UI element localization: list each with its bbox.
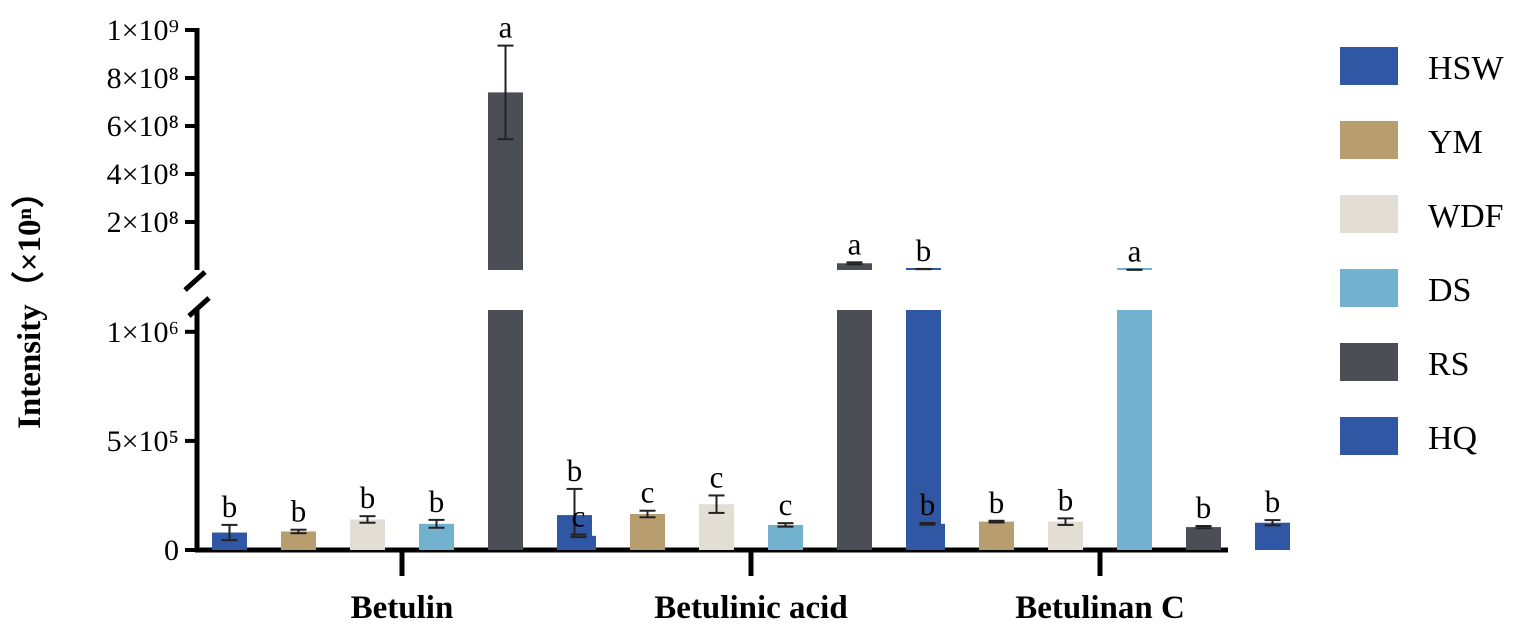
significance-letter: b [291, 494, 307, 529]
significance-letter: b [1265, 484, 1281, 519]
axis-break-mark [187, 296, 211, 318]
significance-letter: c [641, 475, 655, 510]
y-tick-label: 1×10⁹ [107, 14, 179, 47]
y-tick-label: 0 [164, 534, 179, 567]
significance-letter: a [848, 226, 862, 261]
significance-letter: b [1058, 482, 1074, 517]
legend: HSW YM WDF DS RS HQ [1340, 47, 1504, 457]
legend-item-ds: DS [1340, 269, 1471, 309]
legend-label: HSW [1428, 50, 1504, 87]
legend-label: DS [1428, 272, 1471, 309]
legend-item-wdf: WDF [1340, 195, 1504, 235]
bar-hsw [910, 523, 945, 550]
significance-letter: b [1196, 490, 1212, 525]
error-bar [1195, 525, 1212, 530]
y-tick-label: 4×10⁸ [107, 158, 179, 191]
error-bar [1264, 519, 1281, 527]
y-tick-label: 1×10⁶ [107, 316, 179, 349]
significance-letter: a [1128, 234, 1142, 269]
error-bar [570, 533, 587, 539]
legend-swatch [1340, 195, 1398, 233]
x-tick-label: Betulinic acid [654, 590, 847, 626]
legend-label: RS [1428, 346, 1470, 383]
significance-letter: b [989, 485, 1005, 520]
significance-letter: b [916, 233, 932, 268]
error-bar [639, 509, 656, 519]
bar-hq [1255, 522, 1290, 550]
significance-letter: b [567, 453, 583, 488]
bar-rs [488, 310, 523, 550]
error-bar [708, 494, 725, 514]
bar-rs [1186, 527, 1221, 550]
bar-hq [906, 310, 941, 550]
error-bar [988, 519, 1005, 524]
legend-item-ym: YM [1340, 121, 1483, 161]
error-bar [428, 518, 445, 529]
bar-hsw [561, 535, 596, 550]
legend-swatch [1340, 343, 1398, 381]
bar-rs [837, 310, 872, 550]
bar-ds [768, 524, 803, 550]
error-bar [1057, 517, 1074, 526]
bar-hsw [212, 532, 247, 550]
significance-letter: c [779, 487, 793, 522]
error-bar [290, 528, 307, 535]
bar-ym [979, 521, 1014, 550]
y-tick-label: 2×10⁸ [107, 206, 179, 239]
bar-rs-upper [837, 263, 872, 270]
legend-item-hsw: HSW [1340, 47, 1504, 87]
axis-break-mark [183, 270, 207, 292]
legend-label: HQ [1428, 420, 1477, 457]
legend-item-rs: RS [1340, 343, 1470, 383]
legend-swatch [1340, 417, 1398, 455]
significance-letter: c [710, 459, 724, 494]
bar-wdf [1048, 521, 1083, 550]
error-bar [497, 44, 514, 141]
significance-letter: b [429, 484, 445, 519]
significance-letter: b [360, 480, 376, 515]
y-tick-label: 5×10⁵ [107, 425, 179, 458]
axes: 0 5×10⁵ 1×10⁶ 2×10⁸ 4×10⁸ 6×10⁸ 8×10⁸ 1×10⁹ Inte… [11, 14, 1228, 626]
error-bar [221, 523, 238, 542]
significance-letter: c [572, 499, 586, 534]
error-bar [359, 515, 376, 524]
legend-label: WDF [1428, 198, 1504, 235]
x-tick-label: Betulin [351, 590, 454, 626]
bar-ym [281, 531, 316, 550]
y-tick-label: 8×10⁸ [107, 62, 179, 95]
error-bar [846, 261, 863, 266]
y-axis-title: Intensity（×10ⁿ） [11, 175, 48, 429]
error-bar [777, 522, 794, 528]
legend-swatch [1340, 47, 1398, 85]
significance-letter: a [499, 10, 513, 45]
x-tick-label: Betulinan C [1015, 590, 1185, 626]
legend-swatch [1340, 269, 1398, 307]
bar-ds [1117, 310, 1152, 550]
legend-label: YM [1428, 124, 1483, 161]
bar-ym [630, 514, 665, 550]
significance-letter: b [920, 487, 936, 522]
bar-wdf [350, 519, 385, 550]
significance-letter: b [222, 489, 238, 524]
legend-swatch [1340, 121, 1398, 159]
error-bar [919, 521, 936, 526]
y-tick-label: 6×10⁸ [107, 110, 179, 143]
legend-item-hq: HQ [1340, 417, 1477, 457]
